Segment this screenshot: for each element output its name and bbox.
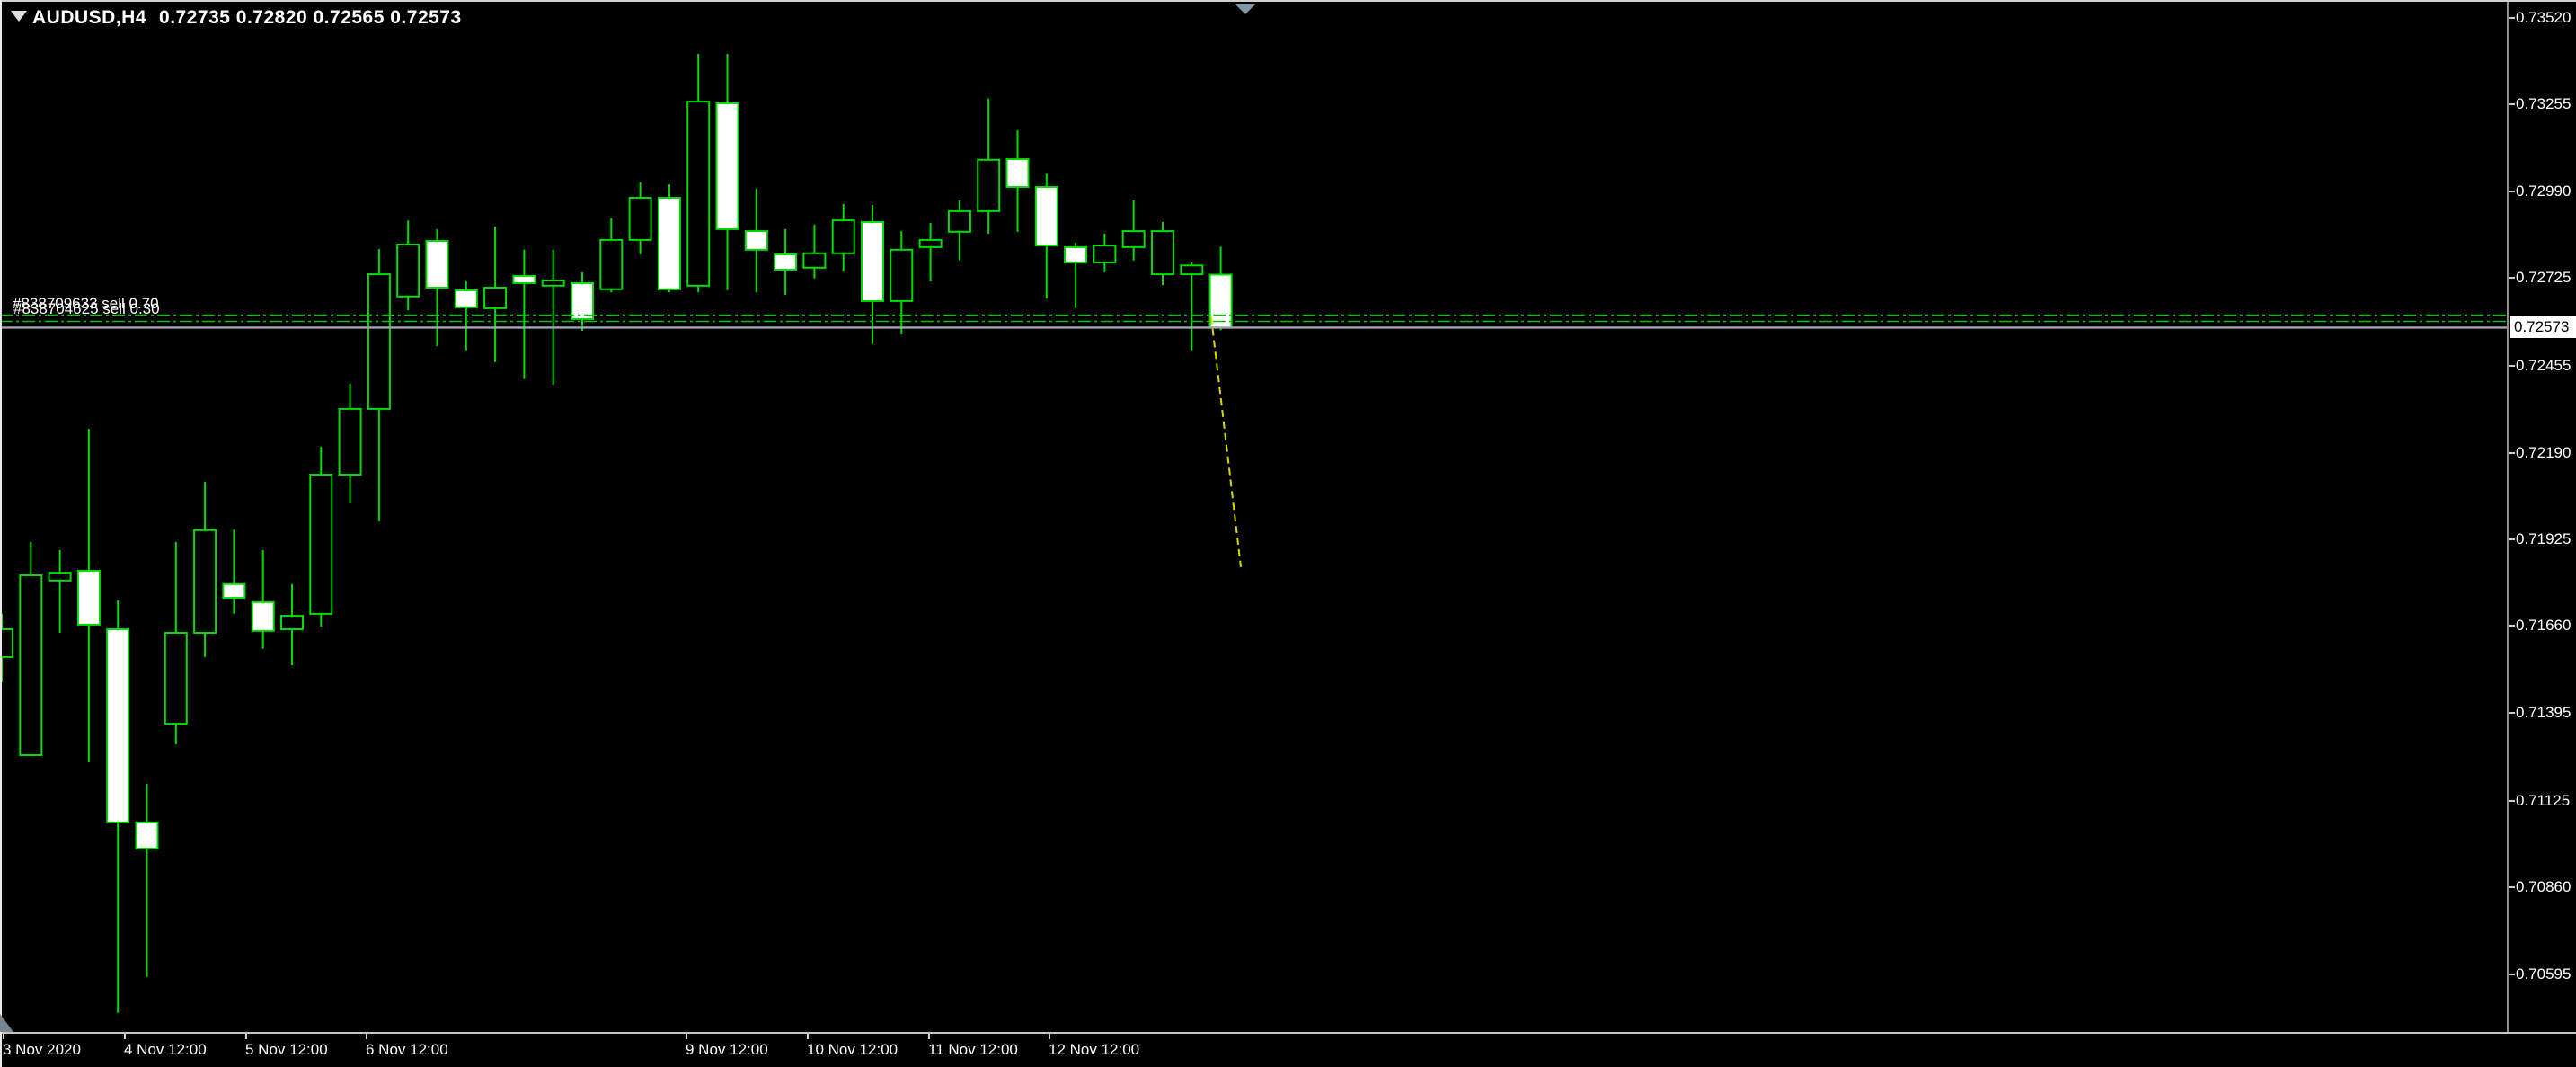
- price-axis[interactable]: 0.73520 0.73255 0.72990 0.72725 0.72455 0.721…: [2507, 0, 2576, 1032]
- candlestick-canvas[interactable]: [0, 0, 2507, 1032]
- candle-body-bull: [802, 252, 827, 269]
- window-left-border: [0, 0, 2, 1067]
- candle-body-bear: [657, 197, 681, 290]
- candle-body-bull: [686, 101, 711, 287]
- candle-body-bear: [135, 821, 159, 850]
- price-axis-label: 0.71925: [2516, 530, 2572, 547]
- candle-body-bear: [106, 628, 130, 823]
- candle-body-bull: [193, 529, 217, 634]
- candle-body-bull: [338, 407, 362, 476]
- candle-body-bull: [947, 209, 971, 233]
- candle-body-bear: [76, 569, 101, 626]
- price-axis-tick: [2509, 191, 2515, 192]
- candle-body-bear: [744, 230, 768, 251]
- candle-body-bear: [774, 253, 798, 271]
- time-axis-tick: [928, 1034, 930, 1039]
- window-top-border: [0, 0, 2576, 2]
- order-label-sell-030: #838704625 sell 0.30: [13, 300, 160, 317]
- candle-body-bull: [599, 238, 624, 290]
- candle-body-bear: [425, 240, 449, 289]
- price-axis-label: 0.72190: [2516, 444, 2572, 461]
- price-chart[interactable]: [0, 0, 2507, 1032]
- candle-body-bear: [512, 274, 536, 284]
- candle-body-bear: [1005, 158, 1030, 189]
- price-axis-label: 0.73520: [2516, 9, 2572, 26]
- time-axis-label: 12 Nov 12:00: [1049, 1041, 1140, 1058]
- price-axis-label: 0.72725: [2516, 269, 2572, 286]
- time-axis-tick: [245, 1034, 247, 1039]
- candle-body-bull: [890, 248, 914, 302]
- trend-line[interactable]: [1210, 316, 1242, 568]
- candle-body-bear: [1208, 273, 1233, 329]
- candle-body-bear: [861, 220, 884, 302]
- price-axis-tick: [2509, 712, 2515, 714]
- candle-body-bull: [164, 632, 188, 725]
- candle-body-bull: [1093, 245, 1117, 264]
- order-label-sell-070: #838709633 sell 0.70: [13, 295, 159, 312]
- price-axis-label: 0.71395: [2516, 704, 2572, 721]
- price-axis-label: 0.71125: [2516, 792, 2571, 809]
- price-axis-tick: [2509, 103, 2515, 105]
- time-axis-tick: [807, 1034, 809, 1039]
- price-axis-label: 0.72990: [2516, 182, 2572, 200]
- time-axis-tick: [686, 1034, 687, 1039]
- time-axis-label: 10 Nov 12:00: [807, 1041, 899, 1058]
- price-axis-label: 0.70860: [2516, 878, 2572, 895]
- price-axis-tick: [2509, 365, 2515, 367]
- candle-body-bull: [541, 280, 565, 287]
- time-axis-label: 5 Nov 12:00: [245, 1041, 328, 1058]
- price-axis-tick: [2509, 974, 2515, 975]
- candle-body-bull: [483, 287, 508, 309]
- price-axis-tick: [2509, 277, 2515, 279]
- candle-body-bull: [918, 238, 943, 248]
- candle-body-bull: [1151, 230, 1174, 276]
- candle-body-bear: [1034, 186, 1058, 247]
- price-axis-tick: [2509, 452, 2515, 454]
- candle-body-bull: [628, 197, 652, 241]
- chart-title: AUDUSD,H4 0.72735 0.72820 0.72565 0.72573: [32, 7, 462, 29]
- candle-body-bull: [977, 158, 1001, 212]
- time-axis-label: 11 Nov 12:00: [928, 1041, 1018, 1058]
- price-axis-label: 0.73255: [2516, 95, 2572, 112]
- symbol-timeframe-label: AUDUSD,H4: [32, 7, 147, 28]
- price-axis-tick: [2509, 625, 2515, 627]
- candle-body-bull: [309, 474, 333, 615]
- price-axis-label: 0.71660: [2516, 617, 2572, 634]
- time-axis-label: 4 Nov 12:00: [124, 1041, 207, 1058]
- price-axis-tick: [2509, 800, 2515, 802]
- time-axis-label: 3 Nov 2020: [3, 1041, 81, 1058]
- candle-body-bull: [1121, 230, 1146, 248]
- candle-body-bull: [280, 615, 304, 630]
- candle-body-bull: [367, 273, 391, 410]
- candle-body-bear: [571, 281, 594, 320]
- price-axis-tick: [2509, 17, 2515, 19]
- candle-body-bear: [222, 582, 246, 600]
- candle-body-bull: [19, 574, 43, 756]
- candle-body-bull: [396, 244, 420, 298]
- time-axis-tick: [124, 1034, 126, 1039]
- candle-body-bull: [1180, 264, 1204, 276]
- ohlc-values-label: 0.72735 0.72820 0.72565 0.72573: [159, 7, 462, 28]
- price-axis-tick: [2509, 538, 2515, 540]
- candle-body-bear: [251, 600, 275, 632]
- time-axis-tick: [1049, 1034, 1050, 1039]
- candle-body-bull: [0, 628, 13, 658]
- time-axis[interactable]: 3 Nov 2020 4 Nov 12:00 5 Nov 12:00 6 Nov 12…: [0, 1032, 2576, 1067]
- time-axis-tick: [366, 1034, 367, 1039]
- current-price-tag: 0.72573: [2510, 316, 2576, 338]
- candle-body-bull: [48, 572, 72, 582]
- time-axis-tick: [3, 1034, 4, 1039]
- candle-body-bear: [1064, 245, 1088, 263]
- symbol-dropdown-icon[interactable]: [11, 11, 27, 22]
- candle-body-bear: [715, 102, 739, 230]
- price-axis-label: 0.72455: [2516, 357, 2572, 374]
- candle-body-bear: [454, 289, 478, 308]
- price-axis-label: 0.70595: [2516, 965, 2572, 983]
- chart-shift-marker-icon[interactable]: [1235, 4, 1256, 14]
- time-axis-label: 6 Nov 12:00: [366, 1041, 448, 1058]
- time-axis-label: 9 Nov 12:00: [686, 1041, 768, 1058]
- price-axis-tick: [2509, 886, 2515, 888]
- candle-body-bull: [831, 219, 855, 254]
